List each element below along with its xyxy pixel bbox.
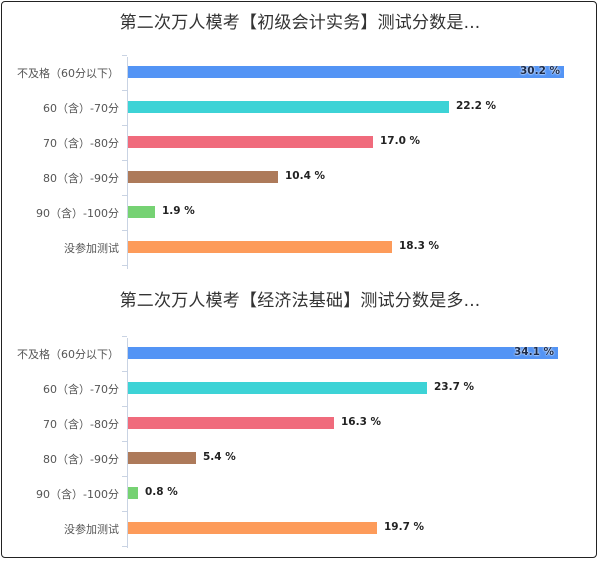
bar-value-label: 16.3 % [341, 416, 382, 428]
bar-value-label: 17.0 % [380, 135, 421, 147]
bar-value-label: 22.2 % [456, 100, 497, 112]
y-axis-tick [122, 406, 127, 407]
y-axis-tick [122, 511, 127, 512]
y-axis-tick [122, 265, 127, 266]
bar-value-label: 18.3 % [399, 240, 440, 252]
y-axis-tick [122, 476, 127, 477]
bar[interactable] [128, 382, 427, 394]
category-label: 没参加测试 [64, 523, 119, 536]
bar-value-label: 10.4 % [285, 170, 326, 182]
category-label: 90（含）-100分 [36, 488, 119, 501]
y-axis-tick [122, 195, 127, 196]
bar[interactable] [128, 522, 377, 534]
y-axis-tick [122, 336, 127, 337]
bar-value-label: 30.2 % [520, 65, 561, 77]
y-axis-line [127, 57, 128, 269]
bar[interactable] [128, 206, 155, 218]
y-axis-tick [122, 125, 127, 126]
y-axis-line [127, 338, 128, 548]
category-label: 没参加测试 [64, 242, 119, 255]
bar[interactable] [128, 452, 196, 464]
bar[interactable] [128, 241, 392, 253]
category-label: 不及格（60分以下） [17, 67, 119, 80]
category-label: 90（含）-100分 [36, 207, 119, 220]
y-axis-tick [122, 160, 127, 161]
category-label: 60（含）-70分 [43, 383, 119, 396]
bar[interactable] [128, 136, 373, 148]
chart-title: 第二次万人模考【经济法基础】测试分数是多... [119, 291, 481, 311]
bar-value-label: 5.4 % [203, 451, 236, 463]
category-label: 不及格（60分以下） [17, 348, 119, 361]
bar-value-label: 19.7 % [384, 521, 425, 533]
category-label: 70（含）-80分 [43, 137, 119, 150]
category-label: 80（含）-90分 [43, 172, 119, 185]
bar[interactable] [128, 487, 138, 499]
bar-value-label: 23.7 % [434, 381, 475, 393]
bar[interactable] [128, 101, 449, 113]
bar[interactable] [128, 66, 564, 78]
bar-value-label: 0.8 % [145, 486, 178, 498]
bar[interactable] [128, 417, 334, 429]
y-axis-tick [122, 546, 127, 547]
y-axis-tick [122, 230, 127, 231]
category-label: 80（含）-90分 [43, 453, 119, 466]
bar[interactable] [128, 347, 558, 359]
category-label: 60（含）-70分 [43, 102, 119, 115]
y-axis-tick [122, 371, 127, 372]
bar-value-label: 34.1 % [514, 346, 555, 358]
y-axis-tick [122, 441, 127, 442]
bar-value-label: 1.9 % [162, 205, 195, 217]
category-label: 70（含）-80分 [43, 418, 119, 431]
y-axis-tick [122, 55, 127, 56]
chart-title: 第二次万人模考【初级会计实务】测试分数是... [119, 13, 481, 33]
bar[interactable] [128, 171, 278, 183]
y-axis-tick [122, 90, 127, 91]
